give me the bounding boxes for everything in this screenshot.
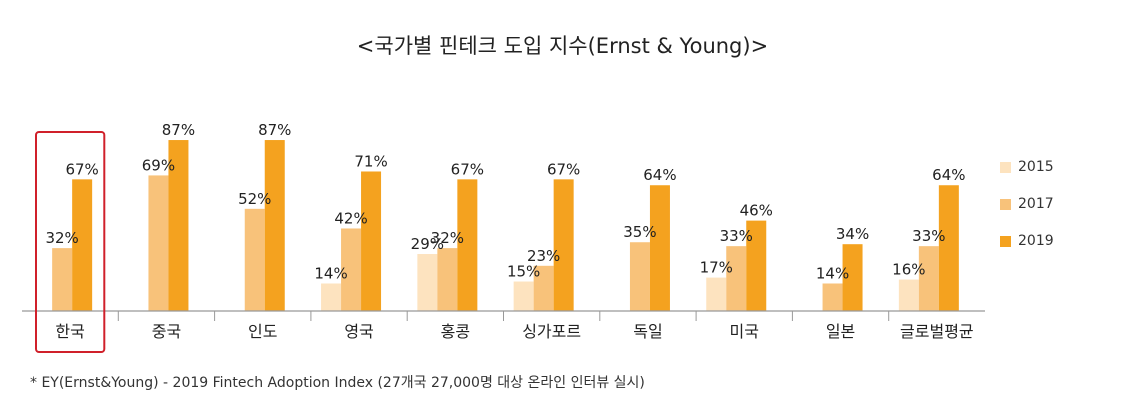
bar-2019 [649,185,670,311]
bar-2019 [553,179,574,311]
data-label-2019: 67% [547,160,580,178]
legend-item-2017: 2017 [1000,196,1054,212]
data-label-2019: 87% [162,121,195,139]
x-tick-label: 홍콩 [441,322,470,341]
legend-item-2019: 2019 [1000,233,1054,249]
legend-label-2015: 2015 [1018,159,1054,175]
data-label-2019: 71% [354,152,387,170]
bar-2015 [706,277,727,311]
data-label-2019: 87% [258,121,291,139]
x-tick-label: 글로벌평균 [900,322,974,341]
bar-2019 [457,179,478,311]
data-label-2017: 33% [912,227,945,245]
data-label-2017: 32% [45,229,78,247]
data-label-2017: 42% [334,209,367,227]
footnote: * EY(Ernst&Young) - 2019 Fintech Adoptio… [30,375,645,391]
bar-2019 [264,140,285,311]
x-tick-label: 싱가포르 [522,322,581,341]
data-label-2019: 64% [932,166,965,184]
data-label-2017: 35% [623,223,656,241]
bar-2015 [321,283,342,311]
bar-2017 [629,242,650,311]
data-label-2015: 14% [314,264,347,282]
x-tick-label: 미국 [730,322,759,341]
bars-layer [52,140,959,311]
data-label-2019: 67% [451,160,484,178]
bar-2017 [918,246,939,311]
bar-2019 [72,179,93,311]
bar-2015 [417,254,438,311]
bar-2015 [898,279,919,311]
chart-title: <국가별 핀테크 도입 지수(Ernst & Young)> [356,34,769,58]
bar-2017 [822,283,843,311]
data-label-2015: 16% [892,261,925,279]
legend-item-2015: 2015 [1000,159,1054,175]
legend-swatch-2017 [1000,198,1011,210]
x-tick-label: 영국 [344,322,373,341]
bar-2019 [746,220,767,311]
labels-layer: 32%67% 69%87%52%87%14%42%71%29%32%67%15%2… [45,121,965,282]
data-label-2019: 64% [643,166,676,184]
axis-layer: 한국 중국 인도 영국 홍콩 싱가포르 독일 미국 일본 글로벌평균 [22,131,985,353]
bar-2017 [533,265,554,311]
data-label-2017: 69% [142,156,175,174]
x-tick-label: 중국 [152,322,181,341]
bar-2019 [842,244,863,311]
legend-swatch-2019 [1000,235,1011,247]
data-label-2019: 46% [740,202,773,220]
data-label-2019: 34% [836,225,869,243]
data-label-2019: 67% [65,160,98,178]
legend-label-2019: 2019 [1018,233,1054,249]
x-tick-label: 한국 [55,322,84,341]
x-tick-label: 독일 [633,322,662,341]
bar-2017 [341,228,362,311]
bar-2015 [513,281,534,311]
highlight-box [35,131,106,353]
bar-2019 [361,171,382,311]
bar-2017 [148,175,169,311]
bar-2019 [168,140,189,311]
data-label-2017: 52% [238,190,271,208]
bar-2017 [52,248,73,311]
bar-2019 [938,185,959,311]
data-label-2017: 23% [527,247,560,265]
bar-2017 [726,246,747,311]
x-tick-label: 인도 [248,322,277,341]
legend-swatch-2015 [1000,161,1011,173]
data-label-2017: 14% [816,264,849,282]
bar-2017 [244,208,265,311]
bar-2017 [437,248,458,311]
data-label-2015: 17% [700,259,733,277]
legend-label-2017: 2017 [1018,196,1054,212]
data-label-2015: 29% [411,235,444,253]
data-label-2015: 15% [507,263,540,281]
data-label-2017: 32% [431,229,464,247]
x-tick-label: 일본 [826,322,855,341]
data-label-2017: 33% [720,227,753,245]
